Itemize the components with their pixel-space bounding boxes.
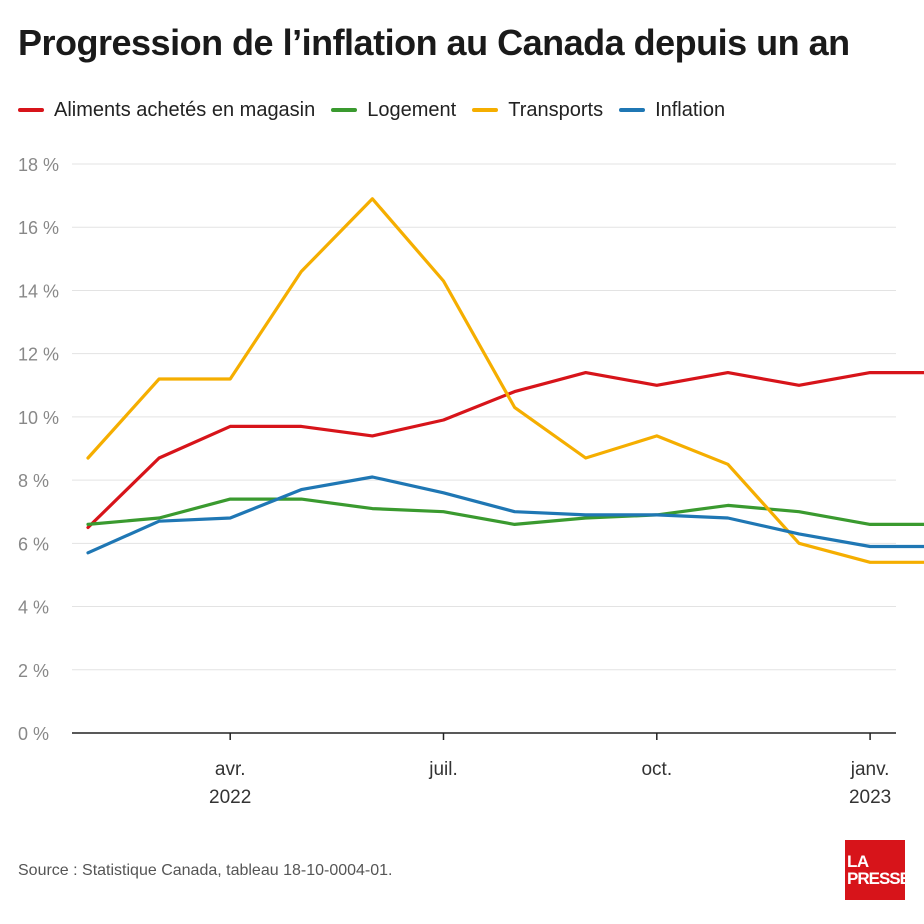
x-tick-year-label: 2023	[849, 787, 891, 808]
legend-item: Transports	[472, 99, 603, 122]
series-line-1	[86, 371, 924, 530]
y-tick-label: 12 %	[18, 345, 59, 365]
legend-swatch	[331, 108, 358, 112]
x-tick-year-label: 2022	[209, 787, 251, 808]
y-tick-label: 4 %	[18, 598, 49, 618]
y-tick-label: 16 %	[18, 218, 59, 238]
legend-item: Logement	[331, 99, 456, 122]
series-line-2	[86, 497, 924, 527]
y-tick-label: 8 %	[18, 471, 49, 491]
chart-legend: Aliments achetés en magasin Logement Trans…	[18, 96, 741, 124]
legend-label: Logement	[367, 98, 457, 121]
logo-line-1: LA	[847, 852, 869, 871]
y-tick-label: 6 %	[18, 534, 49, 554]
legend-swatch	[18, 108, 44, 112]
y-tick-label: 2 %	[18, 661, 49, 681]
legend-swatch	[472, 108, 499, 112]
y-tick-label: 14 %	[18, 281, 59, 301]
x-tick-label: avr.	[215, 759, 246, 780]
legend-swatch	[619, 108, 646, 112]
legend-label: Inflation	[655, 98, 726, 121]
y-tick-label: 18 %	[18, 155, 59, 175]
series-line-4	[86, 475, 924, 555]
source-note: Source : Statistique Canada, tableau 18-…	[18, 862, 393, 879]
logo-line-2: PRESSE	[847, 869, 911, 888]
y-tick-label: 0 %	[18, 724, 49, 744]
chart-title: Progression de l’inflation au Canada dep…	[18, 22, 850, 63]
x-tick-label: janv.	[850, 759, 890, 780]
la-presse-logo: LA PRESSE	[845, 840, 911, 900]
x-tick-label: oct.	[641, 759, 672, 780]
y-tick-label: 10 %	[18, 408, 59, 428]
legend-label: Aliments achetés en magasin	[54, 98, 316, 121]
legend-item: Inflation	[619, 99, 725, 122]
legend-label: Transports	[508, 98, 604, 121]
x-tick-label: juil.	[428, 759, 458, 780]
legend-item: Aliments achetés en magasin	[18, 99, 315, 122]
series-line-3	[86, 197, 924, 564]
